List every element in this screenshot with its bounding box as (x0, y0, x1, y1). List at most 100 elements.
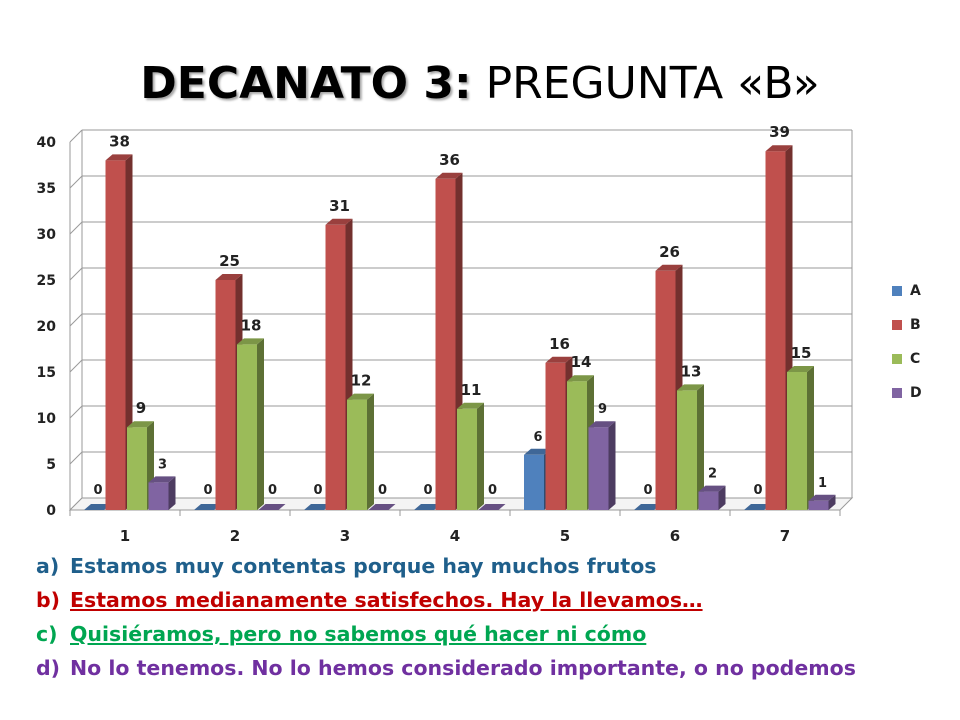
bar-b-2 (215, 280, 236, 510)
bar-top-d-3 (368, 504, 396, 510)
bar-top-c-3 (347, 393, 374, 400)
bar-d-6 (698, 491, 719, 510)
data-label-d-2: 0 (268, 483, 277, 498)
legend-label-b: B (910, 317, 921, 333)
data-label-c-6: 13 (681, 362, 702, 380)
bar-top-a-2 (194, 504, 221, 510)
answer-letter-a: a) (36, 554, 60, 578)
answer-option-a: a) Estamos muy contentas porque hay much… (36, 549, 856, 583)
data-label-c-7: 15 (791, 344, 812, 362)
bar-b-3 (325, 224, 346, 511)
x-tick-label-4: 5 (560, 527, 570, 545)
gridline-depth-6 (69, 221, 83, 235)
legend-swatch-b (892, 320, 902, 330)
y-tick-label-6: 30 (37, 227, 57, 243)
legend-label-c: C (910, 351, 921, 367)
bar-top-a-7 (744, 504, 771, 510)
data-label-a-6: 0 (643, 483, 652, 498)
bar-top-b-5 (545, 356, 573, 363)
bar-top-a-6 (634, 504, 661, 510)
bar-b-7 (765, 151, 786, 510)
bar-side-c-7 (807, 366, 814, 510)
slide-title: DECANATO 3: PREGUNTA «B» (0, 58, 960, 109)
y-tick-label-0: 0 (46, 503, 56, 519)
data-label-a-5: 6 (533, 430, 542, 445)
bar-c-3 (347, 399, 367, 510)
data-label-b-2: 25 (219, 252, 240, 270)
bar-side-c-3 (367, 393, 374, 510)
bar-top-a-5 (524, 448, 551, 455)
data-label-a-1: 0 (93, 483, 102, 498)
gridline-depth-5 (69, 267, 83, 281)
x-tick-label-5: 6 (670, 527, 680, 545)
bar-top-c-2 (237, 338, 264, 345)
bar-top-b-1 (105, 154, 133, 161)
bar-top-c-4 (457, 402, 484, 409)
y-tick-label-5: 25 (37, 273, 56, 289)
data-label-b-3: 31 (329, 197, 350, 215)
bar-b-5 (545, 362, 566, 510)
bar-top-a-4 (414, 504, 441, 510)
bar-top-d-4 (478, 504, 506, 510)
x-tick-label-2: 3 (340, 527, 350, 545)
bar-d-5 (588, 427, 609, 510)
answer-option-b: b) Estamos medianamente satisfechos. Hay… (36, 583, 856, 617)
bar-top-d-5 (588, 421, 616, 428)
data-label-c-4: 11 (461, 381, 482, 399)
bar-top-d-2 (258, 504, 286, 510)
chart-legend: A B C D (892, 274, 922, 410)
bar-side-c-2 (257, 338, 264, 510)
data-label-d-7: 1 (818, 476, 827, 491)
gridline-depth-3 (69, 359, 83, 373)
bar-a-5 (524, 454, 544, 510)
title-rest: PREGUNTA «B» (471, 58, 820, 109)
bar-top-a-1 (84, 504, 111, 510)
bar-top-d-6 (698, 485, 726, 492)
legend-swatch-a (892, 286, 902, 296)
y-tick-label-4: 20 (37, 319, 57, 335)
bar-b-6 (655, 270, 676, 510)
answer-text-d: No lo tenemos. No lo hemos considerado i… (70, 656, 856, 680)
bar-top-c-1 (127, 421, 154, 428)
bar-d-7 (808, 500, 829, 510)
bar-c-5 (567, 381, 587, 510)
legend-label-a: A (910, 283, 921, 299)
bar-side-d-1 (168, 476, 176, 510)
data-label-a-3: 0 (313, 483, 322, 498)
bar-side-d-7 (828, 494, 836, 510)
data-label-d-4: 0 (488, 483, 497, 498)
answer-option-c: c) Quisiéramos, pero no sabemos qué hace… (36, 617, 856, 651)
data-label-b-7: 39 (769, 123, 790, 141)
data-label-c-5: 14 (571, 353, 592, 371)
y-tick-label-3: 15 (37, 365, 56, 381)
data-label-d-3: 0 (378, 483, 387, 498)
legend-item-c: C (892, 342, 922, 376)
bar-top-b-3 (325, 218, 353, 225)
data-label-b-4: 36 (439, 151, 460, 169)
answer-letter-c: c) (36, 622, 58, 646)
gridline-depth-8 (69, 129, 83, 143)
answer-text-b: Estamos medianamente satisfechos. Hay la… (70, 588, 703, 612)
data-label-c-1: 9 (136, 399, 146, 417)
data-label-b-1: 38 (109, 132, 130, 150)
bar-c-7 (787, 372, 807, 510)
bar-c-4 (457, 408, 477, 510)
bar-side-d-6 (718, 485, 726, 510)
bar-c-2 (237, 344, 257, 510)
bar-side-c-4 (477, 402, 484, 510)
answer-options: a) Estamos muy contentas porque hay much… (36, 549, 856, 685)
gridline-depth-7 (69, 175, 83, 189)
bar-side-b-1 (125, 154, 133, 510)
data-label-d-1: 3 (158, 457, 167, 472)
legend-item-a: A (892, 274, 922, 308)
data-label-c-3: 12 (351, 372, 372, 390)
bar-top-c-7 (787, 366, 814, 372)
y-tick-label-1: 5 (46, 457, 56, 473)
bar-top-b-7 (765, 145, 793, 152)
y-tick-label-2: 10 (37, 411, 57, 427)
answer-text-a: Estamos muy contentas porque hay muchos … (70, 554, 657, 578)
data-label-d-5: 9 (598, 402, 607, 417)
bar-top-a-3 (304, 504, 331, 510)
bar-c-1 (127, 427, 147, 510)
